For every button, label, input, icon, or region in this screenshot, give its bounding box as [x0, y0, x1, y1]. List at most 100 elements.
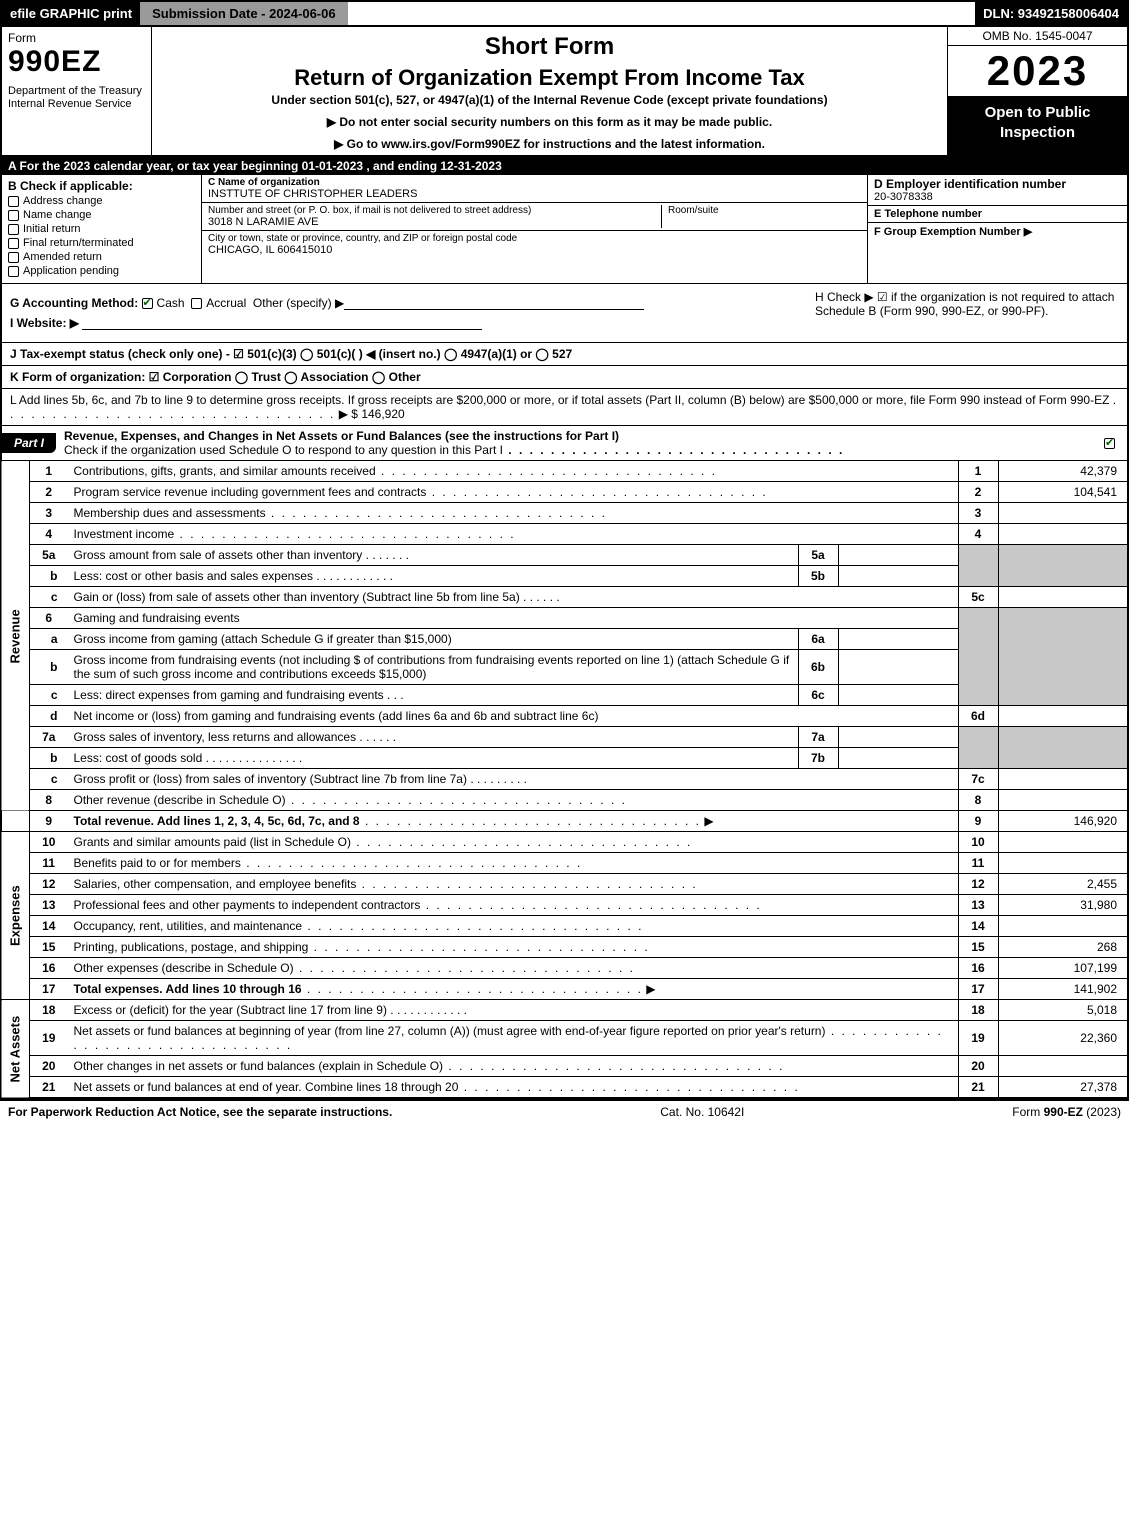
omb-number: OMB No. 1545-0047: [948, 27, 1127, 46]
ln5a-desc: Gross amount from sale of assets other t…: [68, 545, 799, 566]
chk-accrual[interactable]: [191, 298, 202, 309]
d-label: D Employer identification number: [874, 177, 1121, 191]
i-line: I Website: ▶: [10, 316, 799, 330]
section-bcd: B Check if applicable: Address change Na…: [0, 175, 1129, 284]
ln14-desc: Occupancy, rent, utilities, and maintena…: [68, 916, 959, 937]
header-right: OMB No. 1545-0047 2023 Open to Public In…: [947, 27, 1127, 155]
i-label: I Website: ▶: [10, 316, 79, 330]
ln5a-val: [838, 545, 958, 566]
goto-link[interactable]: ▶ Go to www.irs.gov/Form990EZ for instru…: [162, 137, 937, 151]
footer-left: For Paperwork Reduction Act Notice, see …: [8, 1105, 392, 1119]
ln16-val: 107,199: [998, 958, 1128, 979]
ln5b-val: [838, 566, 958, 587]
topbar-spacer: [348, 2, 976, 25]
ln8-val: [998, 790, 1128, 811]
efile-print-label[interactable]: efile GRAPHIC print: [2, 2, 140, 25]
chk-amended-return[interactable]: Amended return: [8, 251, 195, 263]
g-label: G Accounting Method:: [10, 296, 138, 310]
b-header: B Check if applicable:: [8, 179, 195, 193]
g-other-input[interactable]: [344, 296, 644, 310]
ln1-desc: Contributions, gifts, grants, and simila…: [68, 461, 959, 482]
ln5c-desc: Gain or (loss) from sale of assets other…: [68, 587, 959, 608]
website-input[interactable]: [82, 316, 482, 330]
chk-application-pending[interactable]: Application pending: [8, 265, 195, 277]
page-footer: For Paperwork Reduction Act Notice, see …: [0, 1099, 1129, 1123]
ln21-val: 27,378: [998, 1077, 1128, 1099]
public-inspection-badge: Open to Public Inspection: [948, 97, 1127, 155]
ln6c-desc: Less: direct expenses from gaming and fu…: [68, 685, 799, 706]
ln10-desc: Grants and similar amounts paid (list in…: [68, 832, 959, 853]
ln5c-val: [998, 587, 1128, 608]
ln17-val: 141,902: [998, 979, 1128, 1000]
chk-address-change[interactable]: Address change: [8, 195, 195, 207]
chk-cash[interactable]: [142, 298, 153, 309]
c-name-label: C Name of organization: [208, 177, 861, 188]
ghi-left: G Accounting Method: Cash Accrual Other …: [2, 284, 807, 342]
ln6a-desc: Gross income from gaming (attach Schedul…: [68, 629, 799, 650]
c-street-block: Number and street (or P. O. box, if mail…: [202, 203, 867, 231]
form-word: Form: [8, 31, 145, 45]
part1-header: Part I Revenue, Expenses, and Changes in…: [0, 426, 1129, 461]
ln13-val: 31,980: [998, 895, 1128, 916]
org-name: INSTTUTE OF CHRISTOPHER LEADERS: [208, 188, 861, 200]
ln1-num: 1: [30, 461, 68, 482]
ln15-desc: Printing, publications, postage, and shi…: [68, 937, 959, 958]
ln20-desc: Other changes in net assets or fund bala…: [68, 1056, 959, 1077]
ln6b-desc: Gross income from fundraising events (no…: [68, 650, 799, 685]
ln1-val: 42,379: [998, 461, 1128, 482]
j-line: J Tax-exempt status (check only one) - ☑…: [0, 343, 1129, 366]
org-city: CHICAGO, IL 606415010: [208, 244, 861, 256]
ln13-desc: Professional fees and other payments to …: [68, 895, 959, 916]
ln9-desc: Total revenue. Add lines 1, 2, 3, 4, 5c,…: [68, 811, 959, 832]
l-value: 146,920: [361, 407, 404, 421]
ln4-desc: Investment income: [68, 524, 959, 545]
ln7a-desc: Gross sales of inventory, less returns a…: [68, 727, 799, 748]
ln7c-desc: Gross profit or (loss) from sales of inv…: [68, 769, 959, 790]
l-line: L Add lines 5b, 6c, and 7b to line 9 to …: [0, 389, 1129, 426]
ln3-val: [998, 503, 1128, 524]
row-a-calendar-year: A For the 2023 calendar year, or tax yea…: [0, 157, 1129, 175]
footer-right: Form 990-EZ (2023): [1012, 1105, 1121, 1119]
ln7b-desc: Less: cost of goods sold . . . . . . . .…: [68, 748, 799, 769]
ln6a-val: [838, 629, 958, 650]
ln6b-val: [838, 650, 958, 685]
side-expenses: Expenses: [1, 832, 30, 1000]
ssn-warning: ▶ Do not enter social security numbers o…: [162, 115, 937, 129]
ln2-desc: Program service revenue including govern…: [68, 482, 959, 503]
h-text: H Check ▶ ☑ if the organization is not r…: [815, 290, 1114, 318]
ln7a-val: [838, 727, 958, 748]
l-arrow: ▶ $: [339, 407, 358, 421]
ln2-val: 104,541: [998, 482, 1128, 503]
tax-year: 2023: [948, 46, 1127, 97]
ln12-val: 2,455: [998, 874, 1128, 895]
f-block: F Group Exemption Number ▶: [868, 223, 1127, 240]
l-text: L Add lines 5b, 6c, and 7b to line 9 to …: [10, 393, 1109, 407]
return-title: Return of Organization Exempt From Incom…: [162, 65, 937, 91]
form-header: Form 990EZ Department of the Treasury In…: [0, 27, 1129, 157]
ln7c-val: [998, 769, 1128, 790]
footer-center: Cat. No. 10642I: [660, 1105, 744, 1119]
ln20-val: [998, 1056, 1128, 1077]
chk-initial-return[interactable]: Initial return: [8, 223, 195, 235]
ln6-desc: Gaming and fundraising events: [68, 608, 959, 629]
k-line: K Form of organization: ☑ Corporation ◯ …: [0, 366, 1129, 389]
h-block: H Check ▶ ☑ if the organization is not r…: [807, 284, 1127, 342]
side-netassets: Net Assets: [1, 1000, 30, 1099]
e-block: E Telephone number: [868, 206, 1127, 223]
section-b: B Check if applicable: Address change Na…: [2, 175, 202, 283]
part1-tab: Part I: [2, 433, 56, 453]
submission-date: Submission Date - 2024-06-06: [140, 2, 348, 25]
ln16-desc: Other expenses (describe in Schedule O): [68, 958, 959, 979]
top-bar: efile GRAPHIC print Submission Date - 20…: [0, 0, 1129, 27]
part1-table: Revenue 1 Contributions, gifts, grants, …: [0, 461, 1129, 1099]
under-section: Under section 501(c), 527, or 4947(a)(1)…: [162, 93, 937, 107]
part1-check[interactable]: [1104, 436, 1127, 450]
ln3-desc: Membership dues and assessments: [68, 503, 959, 524]
ein-value: 20-3078338: [874, 191, 1121, 203]
ln8-desc: Other revenue (describe in Schedule O): [68, 790, 959, 811]
ln6d-val: [998, 706, 1128, 727]
chk-name-change[interactable]: Name change: [8, 209, 195, 221]
form-number: 990EZ: [8, 45, 145, 79]
chk-final-return[interactable]: Final return/terminated: [8, 237, 195, 249]
section-def: D Employer identification number 20-3078…: [867, 175, 1127, 283]
